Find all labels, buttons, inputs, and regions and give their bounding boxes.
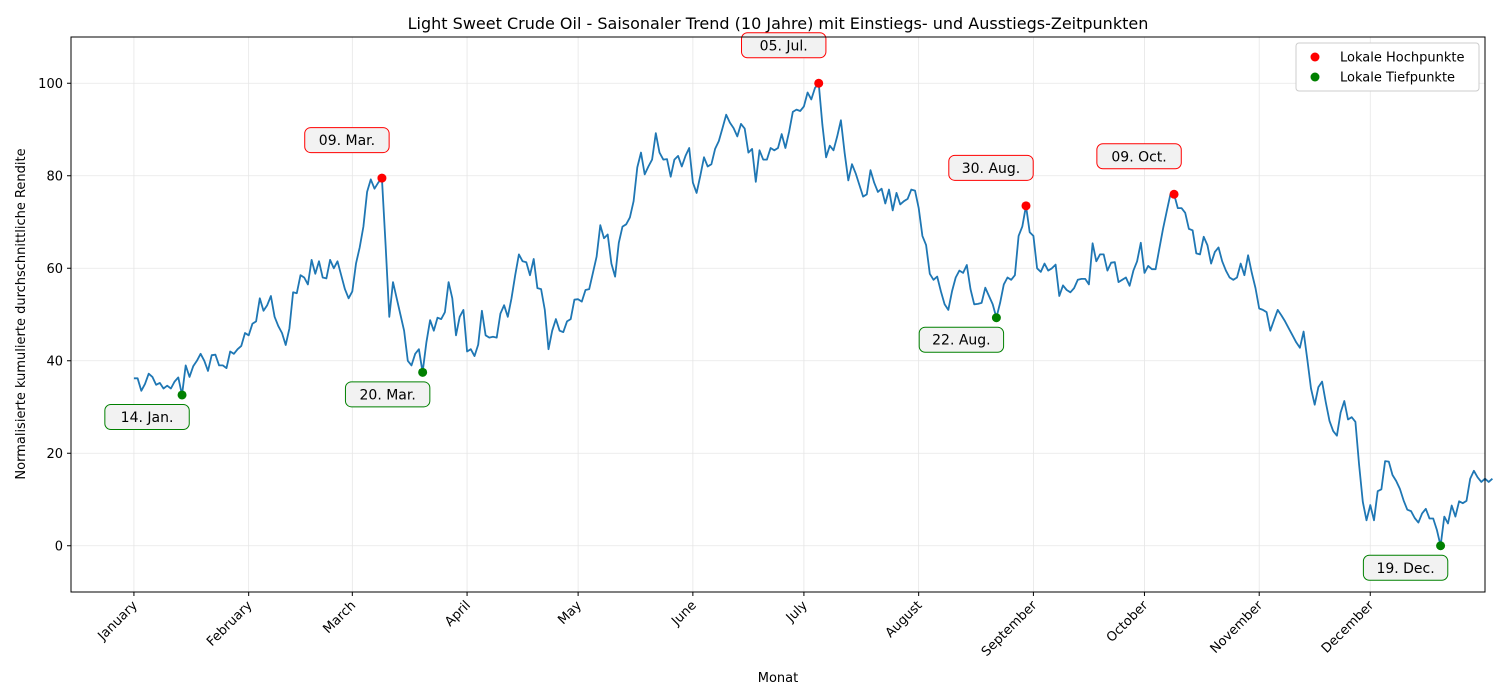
y-tick-label: 80: [46, 169, 63, 184]
x-tick-label: February: [204, 598, 256, 650]
annotation-label: 05. Jul.: [760, 38, 808, 54]
annotation-box: [918, 326, 1005, 353]
plot-frame: [70, 36, 1486, 593]
x-tick-label: June: [668, 598, 699, 629]
y-tick-label: 0: [55, 539, 63, 554]
grid: [71, 37, 1485, 592]
annotation-label: 14. Jan.: [121, 410, 174, 426]
x-tick-label: January: [95, 598, 141, 644]
low-annotation: 14. Jan.: [104, 403, 190, 430]
y-axis: 0 20 40 60 80 100: [38, 77, 71, 554]
annotation-box: [1362, 554, 1449, 581]
x-tick-label: November: [1208, 598, 1267, 657]
legend-high-marker: [1310, 52, 1320, 62]
series-layer: [133, 82, 1493, 547]
high-annotation: 09. Mar.: [304, 127, 390, 154]
x-tick-label: August: [883, 598, 926, 641]
x-tick-label: October: [1104, 598, 1152, 646]
x-tick-label: July: [783, 598, 811, 626]
legend: Lokale Hochpunkte Lokale Tiefpunkte: [1295, 42, 1480, 92]
local-low-marker: [177, 390, 187, 400]
annotation-box: [304, 127, 390, 154]
legend-low-label: Lokale Tiefpunkte: [1340, 71, 1455, 86]
x-axis: January February March April May June July Augu…: [95, 592, 1378, 660]
annotation-label: 22. Aug.: [932, 333, 991, 349]
x-tick-label: April: [442, 598, 474, 630]
annotation-label: 09. Mar.: [319, 133, 375, 149]
series-line: [133, 82, 1493, 547]
high-annotation: 30. Aug.: [948, 154, 1034, 181]
chart-title: Light Sweet Crude Oil - Saisonaler Trend…: [408, 14, 1149, 33]
y-tick-label: 20: [46, 447, 63, 462]
annotation-label: 19. Dec.: [1376, 561, 1434, 577]
x-tick-label: May: [555, 598, 585, 628]
legend-low-marker: [1310, 72, 1320, 82]
legend-box: [1295, 42, 1480, 92]
high-annotation: 09. Oct.: [1096, 143, 1182, 170]
local-high-marker: [1169, 189, 1179, 199]
y-tick-label: 100: [38, 77, 63, 92]
annotation-box: [104, 403, 190, 430]
x-tick-label: December: [1319, 598, 1378, 657]
annotation-label: 09. Oct.: [1111, 149, 1166, 165]
low-annotation: 22. Aug.: [918, 326, 1005, 353]
local-high-marker: [1021, 201, 1031, 211]
y-axis-title: Normalisierte kumulierte durchschnittlic…: [14, 148, 29, 479]
local-high-marker: [377, 173, 387, 183]
x-axis-title: Monat: [758, 671, 798, 686]
legend-high-label: Lokale Hochpunkte: [1340, 51, 1464, 66]
local-high-marker: [814, 78, 824, 88]
annotation-box: [344, 381, 431, 408]
high-annotation: 05. Jul.: [741, 32, 827, 59]
local-low-marker: [1436, 541, 1446, 551]
y-tick-label: 60: [46, 262, 63, 277]
annotation-label: 30. Aug.: [962, 161, 1021, 177]
annotation-box: [948, 154, 1034, 181]
low-annotation: 19. Dec.: [1362, 554, 1449, 581]
low-annotation: 20. Mar.: [344, 381, 431, 408]
annotation-label: 20. Mar.: [360, 387, 416, 403]
local-low-marker: [418, 367, 428, 377]
local-low-marker: [991, 313, 1001, 323]
annotation-box: [741, 32, 827, 59]
x-tick-label: March: [321, 598, 360, 637]
annotations-layer: 09. Mar. 05. Jul. 30. Aug. 09. Oct. 14. Jan.…: [104, 32, 1449, 581]
annotation-box: [1096, 143, 1182, 170]
y-tick-label: 40: [46, 354, 63, 369]
x-tick-label: September: [979, 598, 1041, 660]
markers-layer: [177, 78, 1446, 551]
